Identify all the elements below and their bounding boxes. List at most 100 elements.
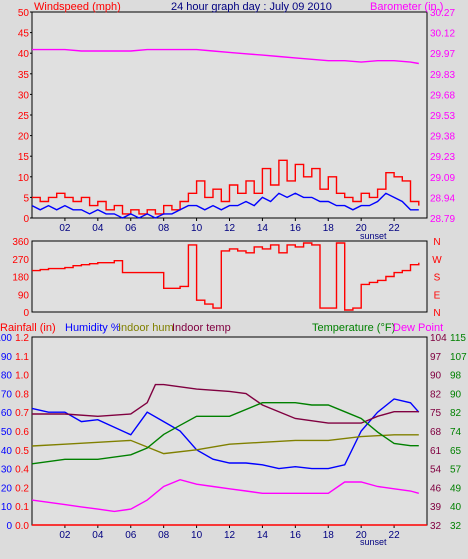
barometer-y-tick-label: 29.83 (430, 70, 455, 81)
rain-y-tick-label: 0.7 (15, 408, 29, 419)
barometer-y-tick-label: 29.23 (430, 152, 455, 163)
temperature-y-tick-label: 107 (450, 352, 467, 363)
temperature-y-tick-label: 98 (450, 371, 462, 382)
temperature-y-tick-label: 74 (450, 427, 462, 438)
indoor-temp-y-tick-label: 68 (430, 427, 442, 438)
indoor-temp-y-tick-label: 82 (430, 389, 442, 400)
bottom-x-tick-label: 14 (257, 530, 269, 541)
humidity-y-tick-label: 60 (1, 408, 13, 419)
rain-y-tick-label: 1.0 (15, 371, 29, 382)
indoor-temp-y-tick-label: 61 (430, 446, 442, 457)
top-x-tick-label: 10 (191, 223, 203, 234)
sunset-label-top: sunset (360, 231, 387, 241)
temperature-y-tick-label: 49 (450, 483, 462, 494)
temperature-y-tick-label: 90 (450, 389, 462, 400)
humidity-y-tick-label: 70 (1, 389, 13, 400)
barometer-y-tick-label: 30.27 (430, 8, 455, 19)
rain-y-tick-label: 0.6 (15, 427, 29, 438)
indoor-temp-y-tick-label: 75 (430, 408, 442, 419)
indoor-temp-y-tick-label: 32 (430, 521, 442, 532)
rain-y-tick-label: 0.8 (15, 389, 29, 400)
dew-point-axis-label: Dew Point (393, 322, 443, 334)
wind-y-tick-label: 45 (18, 29, 30, 40)
direction-y-tick-label: 90 (18, 290, 30, 301)
top-x-tick-label: 20 (356, 223, 368, 234)
bottom-x-tick-label: 04 (92, 530, 104, 541)
barometer-y-tick-label: 29.53 (430, 111, 455, 122)
rain-y-tick-label: 0.2 (15, 483, 29, 494)
humidity-y-tick-label: 90 (1, 352, 13, 363)
temperature-y-tick-label: 115 (450, 333, 466, 344)
direction-y-tick-label: 270 (12, 255, 29, 266)
series-dew-point-line (31, 478, 419, 513)
compass-tick-label: N (433, 308, 440, 319)
humidity-y-tick-label: 10 (1, 502, 13, 513)
bottom-x-tick-label: 16 (290, 530, 302, 541)
top-x-tick-label: 12 (224, 223, 236, 234)
rain-y-tick-label: 0.1 (15, 502, 29, 513)
wind-y-tick-label: 35 (18, 70, 30, 81)
series-indoor-temp-line (32, 383, 419, 424)
indoor-temp-y-tick-label: 97 (430, 352, 442, 363)
temperature-y-tick-label: 65 (450, 446, 462, 457)
compass-tick-label: E (434, 290, 441, 301)
humidity-y-tick-label: 50 (1, 427, 13, 438)
direction-y-tick-label: 0 (23, 308, 29, 319)
humidity-y-tick-label: 40 (1, 446, 13, 457)
series-humidity-line (31, 398, 420, 470)
top-x-tick-label: 22 (389, 223, 401, 234)
humidity-y-tick-label: 100 (0, 333, 12, 344)
plot-frame-2 (31, 240, 428, 313)
bottom-x-tick-label: 22 (389, 530, 401, 541)
rain-y-tick-label: 1.1 (15, 352, 29, 363)
bottom-x-tick-label: 10 (191, 530, 203, 541)
wind-y-tick-label: 20 (18, 132, 30, 143)
rain-y-tick-label: 0.5 (15, 446, 29, 457)
series-indoor-hum-line (31, 434, 419, 455)
compass-tick-label: S (434, 273, 441, 284)
compass-tick-label: N (433, 237, 440, 248)
series-wind-gust-line (32, 159, 420, 215)
humidity-axis-label: Humidity % (65, 322, 121, 334)
bottom-x-tick-label: 02 (59, 530, 71, 541)
humidity-y-tick-label: 30 (1, 465, 13, 476)
barometer-y-tick-label: 29.38 (430, 132, 455, 143)
windspeed-axis-label: Windspeed (mph) (34, 1, 121, 13)
indoor-temp-y-tick-label: 39 (430, 502, 442, 513)
plot-frame-1 (31, 11, 428, 219)
wind-y-tick-label: 5 (23, 193, 29, 204)
humidity-y-tick-label: 20 (1, 483, 13, 494)
plot-frame-3 (31, 336, 428, 526)
top-x-tick-label: 02 (59, 223, 71, 234)
indoor-temp-y-tick-label: 54 (430, 465, 442, 476)
humidity-y-tick-label: 80 (1, 371, 13, 382)
rain-y-tick-label: 0.4 (15, 465, 29, 476)
indoor-temp-y-tick-label: 90 (430, 371, 442, 382)
barometer-y-tick-label: 29.09 (430, 173, 455, 184)
wind-y-tick-label: 40 (18, 49, 30, 60)
top-x-tick-label: 16 (290, 223, 302, 234)
rainfall-axis-label: Rainfall (in) (0, 322, 56, 334)
series-wind-direction-line (32, 242, 420, 311)
rain-y-tick-label: 1.2 (15, 333, 29, 344)
top-x-tick-label: 06 (125, 223, 137, 234)
bottom-x-tick-label: 06 (125, 530, 137, 541)
temperature-axis-label: Temperature (°F) (312, 322, 395, 334)
wind-y-tick-label: 10 (18, 173, 30, 184)
top-x-tick-label: 14 (257, 223, 269, 234)
temperature-y-tick-label: 82 (450, 408, 462, 419)
rain-y-tick-label: 0.0 (15, 521, 29, 532)
series-temperature-line (31, 402, 419, 465)
sunset-label-bottom: sunset (360, 537, 387, 547)
temperature-y-tick-label: 32 (450, 521, 462, 532)
series-barometer-line (32, 48, 419, 65)
indoor-temp-y-tick-label: 104 (430, 333, 447, 344)
humidity-y-tick-label: 0 (6, 521, 12, 532)
temperature-y-tick-label: 57 (450, 465, 462, 476)
indoor-temp-axis-label: Indoor temp (172, 322, 231, 334)
temperature-y-tick-label: 40 (450, 502, 462, 513)
wind-y-tick-label: 50 (18, 8, 30, 19)
top-x-tick-label: 08 (158, 223, 170, 234)
